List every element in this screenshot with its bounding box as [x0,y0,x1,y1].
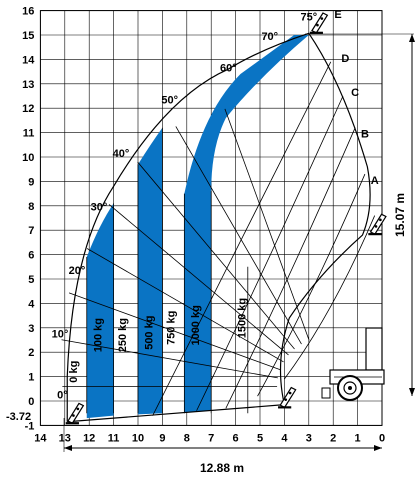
angle-label: 30° [91,202,108,214]
y-tick-label: 7 [28,225,34,237]
angle-label: 0° [57,390,68,402]
fork-carriage-icon [309,12,329,34]
load-label: 0 kg [68,361,80,383]
y-tick-label: 13 [22,79,34,91]
machine-cab [365,327,383,371]
y-tick-label: 1 [28,372,34,384]
height-dimension: 15.07 m [305,33,415,396]
x-tick-label: 13 [59,432,71,444]
angle-line [175,126,302,345]
load-band-2 [138,127,163,415]
x-tick-label: 5 [257,432,263,444]
y-tick-label: 14 [22,54,35,66]
y-tick-label: 9 [28,176,34,188]
stabilizer-left [321,387,331,399]
fork-carriage-icon [65,402,85,425]
y-tick-label: 0 [28,396,34,408]
load-label: 500 kg [144,316,156,350]
y-tick-label: 12 [22,103,34,115]
angle-label: 40° [113,148,130,160]
angle-line [108,204,289,356]
y-tick-label: 2 [28,347,34,359]
extension-arc [284,215,376,380]
extension-labels: A B C D E [334,9,378,187]
x-tick-label: 1 [355,432,361,444]
y-tick-label: 3 [28,323,34,335]
load-band-1 [86,203,114,419]
x-tick-label: 11 [108,432,120,444]
extension-letter: C [351,87,359,99]
x-tick-label: 4 [281,432,288,444]
extension-letter: D [341,53,349,65]
x-tick-label: 3 [306,432,312,444]
extension-letter: E [334,9,341,21]
reach-dimension: 12.88 m [63,418,382,475]
y-tick-label: 11 [23,128,35,140]
angle-line [68,292,281,371]
angle-label: 50° [161,94,178,106]
fork-carriages [65,12,387,425]
y-tick-label: 8 [28,201,34,213]
x-tick-label: 14 [34,432,47,444]
angle-line [86,248,284,363]
y-tick-label: -1 [25,420,35,432]
angle-line [224,108,310,341]
max-height-label: 15.07 m [393,193,407,237]
x-tick-label: 6 [233,432,239,444]
min-height-label: -3.72 [6,411,31,423]
load-label: 1000 kg [190,305,202,345]
outer-envelope [66,32,309,422]
load-label: 250 kg [117,318,129,352]
load-bands [86,35,309,419]
angle-line [137,161,295,350]
load-band-3 [184,35,309,412]
y-tick-label: 15 [22,30,34,42]
max-reach-label: 12.88 m [200,461,244,475]
angle-label: 20° [69,265,86,277]
angle-label: 75° [300,11,317,23]
extension-letter: A [371,175,379,187]
boom-arcs [61,32,376,423]
x-tick-label: 7 [208,432,214,444]
load-labels: 0 kg 100 kg 250 kg 500 kg 750 kg 1000 kg 1500 … [68,298,248,383]
extension-arc [257,173,366,397]
x-tick-label: 0 [379,432,385,444]
load-label: 1500 kg [236,298,248,338]
y-tick-label: 6 [28,250,34,262]
load-label: 750 kg [166,311,178,345]
y-tick-label: 10 [22,152,34,164]
angle-labels: 0° 10° 20° 30° 40° 50° 60° 70° 75° [52,11,318,401]
angle-label: 70° [261,31,278,43]
angle-line [61,339,278,379]
machine-silhouette [321,327,385,401]
extension-letter: B [361,128,369,140]
fork-carriage-icon [278,386,297,409]
x-tick-label: 8 [184,432,190,444]
x-tick-label: 10 [132,432,144,444]
x-tick-label: 9 [159,432,165,444]
angle-label: 60° [220,63,237,75]
y-tick-label: 4 [28,298,35,310]
bottom-envelope [67,404,285,423]
fork-carriage-icon [368,213,387,236]
x-axis-ticks: 14 13 12 11 10 9 8 7 6 5 4 3 2 1 0 [34,432,385,444]
inner-envelope [279,32,371,405]
extension-arc [225,127,356,409]
y-tick-label: 16 [22,6,34,18]
x-tick-label: 2 [330,432,336,444]
extension-arc [152,61,332,416]
y-tick-label: 5 [28,274,34,286]
angle-label: 10° [52,329,69,341]
x-tick-label: 12 [83,432,95,444]
load-label: 100 kg [92,318,104,352]
extension-arc [196,95,344,411]
